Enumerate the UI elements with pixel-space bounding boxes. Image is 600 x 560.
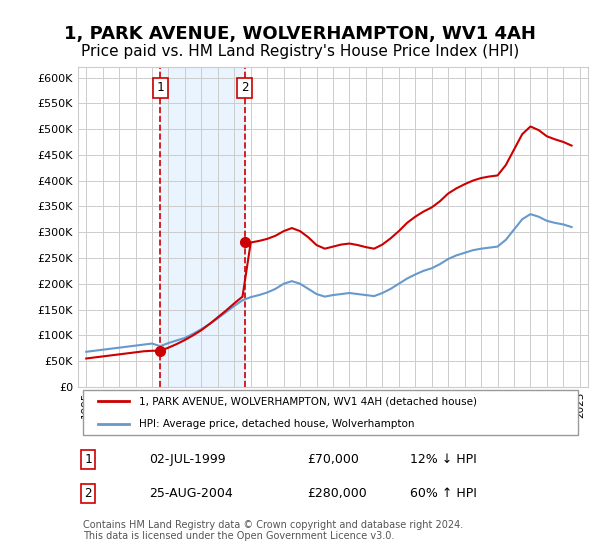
Text: 1: 1 [157,81,164,94]
Text: 2: 2 [85,487,92,500]
Text: Price paid vs. HM Land Registry's House Price Index (HPI): Price paid vs. HM Land Registry's House … [81,44,519,59]
FancyBboxPatch shape [83,390,578,436]
Text: 60% ↑ HPI: 60% ↑ HPI [409,487,476,500]
Text: 1, PARK AVENUE, WOLVERHAMPTON, WV1 4AH (detached house): 1, PARK AVENUE, WOLVERHAMPTON, WV1 4AH (… [139,396,477,406]
Text: £70,000: £70,000 [308,453,359,466]
Text: HPI: Average price, detached house, Wolverhampton: HPI: Average price, detached house, Wolv… [139,419,415,428]
Text: 25-AUG-2004: 25-AUG-2004 [149,487,233,500]
Bar [160,67,245,387]
Text: 1, PARK AVENUE, WOLVERHAMPTON, WV1 4AH: 1, PARK AVENUE, WOLVERHAMPTON, WV1 4AH [64,25,536,43]
Text: Contains HM Land Registry data © Crown copyright and database right 2024.
This d: Contains HM Land Registry data © Crown c… [83,520,463,542]
Text: £280,000: £280,000 [308,487,367,500]
Text: 12% ↓ HPI: 12% ↓ HPI [409,453,476,466]
Text: 2: 2 [241,81,249,94]
Text: 02-JUL-1999: 02-JUL-1999 [149,453,226,466]
Text: 1: 1 [85,453,92,466]
